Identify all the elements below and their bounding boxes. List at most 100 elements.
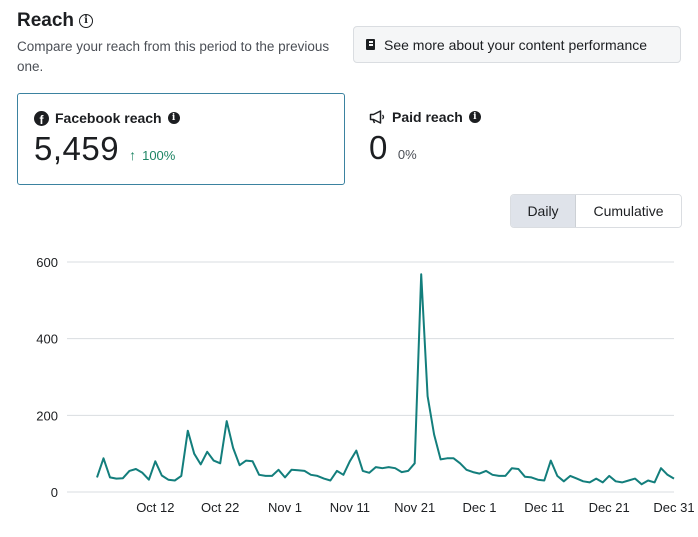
data-point[interactable]: [380, 466, 384, 470]
data-point[interactable]: [633, 477, 637, 481]
daily-cumulative-toggle[interactable]: Daily Cumulative: [510, 194, 682, 228]
cumulative-toggle-button[interactable]: Cumulative: [576, 195, 681, 227]
data-point[interactable]: [387, 465, 391, 469]
data-point[interactable]: [529, 475, 533, 479]
data-point[interactable]: [536, 478, 540, 482]
data-point[interactable]: [166, 478, 170, 482]
data-point[interactable]: [218, 461, 222, 465]
data-point[interactable]: [659, 466, 663, 470]
info-circle-icon[interactable]: i: [79, 14, 94, 28]
data-point[interactable]: [153, 459, 157, 463]
data-point[interactable]: [484, 469, 488, 473]
data-point[interactable]: [186, 429, 190, 433]
data-point[interactable]: [555, 474, 559, 478]
data-point[interactable]: [296, 468, 300, 472]
data-point[interactable]: [309, 473, 313, 477]
data-point[interactable]: [238, 463, 242, 467]
data-point[interactable]: [445, 456, 449, 460]
data-point[interactable]: [439, 457, 443, 461]
data-point[interactable]: [549, 459, 553, 463]
data-point[interactable]: [348, 459, 352, 463]
data-point[interactable]: [601, 480, 605, 484]
data-point[interactable]: [315, 474, 319, 478]
data-point[interactable]: [225, 419, 229, 423]
data-point[interactable]: [575, 477, 579, 481]
data-point[interactable]: [568, 474, 572, 478]
data-point[interactable]: [620, 480, 624, 484]
data-point[interactable]: [374, 465, 378, 469]
reach-series-line[interactable]: [96, 273, 675, 486]
data-point[interactable]: [199, 462, 203, 466]
data-point[interactable]: [173, 479, 177, 483]
data-point[interactable]: [503, 474, 507, 478]
data-point[interactable]: [672, 477, 676, 481]
data-point[interactable]: [160, 474, 164, 478]
data-point[interactable]: [478, 472, 482, 476]
data-point[interactable]: [264, 474, 268, 478]
data-point[interactable]: [270, 474, 274, 478]
data-point[interactable]: [354, 449, 358, 453]
data-point[interactable]: [289, 468, 293, 472]
data-point[interactable]: [419, 272, 423, 276]
data-point[interactable]: [542, 479, 546, 483]
data-point[interactable]: [283, 475, 287, 479]
info-icon[interactable]: i: [167, 112, 180, 124]
data-point[interactable]: [101, 456, 105, 460]
data-point[interactable]: [251, 459, 255, 463]
data-point[interactable]: [452, 456, 456, 460]
data-point[interactable]: [458, 461, 462, 465]
data-point[interactable]: [192, 452, 196, 456]
data-point[interactable]: [607, 474, 611, 478]
daily-toggle-button[interactable]: Daily: [511, 195, 576, 227]
data-point[interactable]: [231, 446, 235, 450]
data-point[interactable]: [134, 467, 138, 471]
data-point[interactable]: [140, 471, 144, 475]
data-point[interactable]: [127, 469, 131, 473]
data-point[interactable]: [471, 470, 475, 474]
data-point[interactable]: [212, 459, 216, 463]
data-point[interactable]: [666, 473, 670, 477]
data-point[interactable]: [523, 475, 527, 479]
data-point[interactable]: [361, 469, 365, 473]
data-point[interactable]: [562, 479, 566, 483]
data-point[interactable]: [490, 473, 494, 477]
data-point[interactable]: [179, 474, 183, 478]
data-point[interactable]: [277, 468, 281, 472]
data-point[interactable]: [393, 466, 397, 470]
data-point[interactable]: [335, 469, 339, 473]
data-point[interactable]: [588, 480, 592, 484]
data-point[interactable]: [322, 477, 326, 481]
data-point[interactable]: [147, 478, 151, 482]
data-point[interactable]: [432, 433, 436, 437]
data-point[interactable]: [341, 473, 345, 477]
data-point[interactable]: [516, 467, 520, 471]
data-point[interactable]: [367, 471, 371, 475]
data-point[interactable]: [400, 470, 404, 474]
data-point[interactable]: [244, 459, 248, 463]
data-point[interactable]: [426, 394, 430, 398]
data-point[interactable]: [653, 480, 657, 484]
data-point[interactable]: [114, 477, 118, 481]
data-point[interactable]: [121, 476, 125, 480]
paid-reach-card[interactable]: Paid reach i 0 0%: [353, 93, 653, 185]
see-more-content-performance-button[interactable]: See more about your content performance: [353, 26, 681, 63]
data-point[interactable]: [465, 468, 469, 472]
data-point[interactable]: [646, 479, 650, 483]
data-point[interactable]: [640, 482, 644, 486]
data-point[interactable]: [257, 473, 261, 477]
data-point[interactable]: [627, 479, 631, 483]
data-point[interactable]: [95, 475, 99, 479]
data-point[interactable]: [406, 469, 410, 473]
data-point[interactable]: [510, 466, 514, 470]
data-point[interactable]: [594, 477, 598, 481]
data-point[interactable]: [413, 461, 417, 465]
info-icon[interactable]: i: [468, 111, 481, 123]
data-point[interactable]: [614, 479, 618, 483]
data-point[interactable]: [328, 479, 332, 483]
data-point[interactable]: [108, 475, 112, 479]
facebook-reach-card[interactable]: f Facebook reach i 5,459 ↑ 100%: [17, 93, 345, 185]
data-point[interactable]: [205, 450, 209, 454]
data-point[interactable]: [581, 479, 585, 483]
data-point[interactable]: [497, 474, 501, 478]
data-point[interactable]: [302, 469, 306, 473]
